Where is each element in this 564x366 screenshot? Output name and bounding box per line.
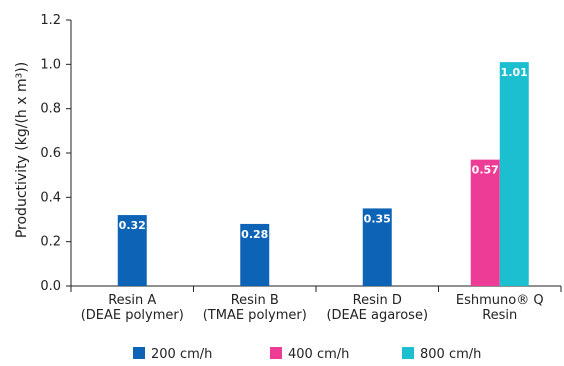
x-category-label: Resin A [108, 293, 156, 308]
legend-label: 400 cm/h [288, 347, 349, 362]
bar-value-label: 0.32 [119, 219, 146, 232]
x-axis-ticks: Resin A(DEAE polymer) Resin B(TMAE polyme… [70, 286, 562, 323]
legend-swatch [402, 347, 414, 359]
x-category-label: (DEAE agarose) [326, 308, 428, 323]
bar-value-label: 1.01 [501, 66, 528, 79]
bars [117, 62, 529, 286]
x-category-label: (TMAE polymer) [203, 308, 307, 323]
legend-swatch [270, 347, 282, 359]
y-tick-label: 0.0 [40, 279, 61, 294]
bar [499, 62, 529, 286]
y-tick-label: 0.8 [40, 102, 61, 117]
bar [470, 159, 500, 286]
y-tick-label: 1.2 [40, 13, 61, 28]
y-tick-label: 1.0 [40, 57, 61, 72]
y-tick-label: 0.4 [40, 190, 61, 205]
y-axis-ticks: 0.0 0.2 0.4 0.6 0.8 1.0 1.2 [40, 13, 71, 294]
legend-label: 800 cm/h [420, 347, 481, 362]
data-labels: 0.32 0.28 0.35 0.57 1.01 [119, 66, 528, 241]
x-category-label: Eshmuno® Q [456, 293, 544, 308]
y-axis-title: Productivity (kg/(h x m³)) [14, 62, 30, 238]
y-tick-label: 0.2 [40, 235, 61, 250]
bar [362, 208, 392, 286]
bar-value-label: 0.28 [241, 228, 268, 241]
x-category-label: Resin B [231, 293, 279, 308]
x-category-label: Resin [482, 308, 517, 323]
bar [240, 223, 270, 286]
bar [117, 215, 147, 286]
legend-label: 200 cm/h [151, 347, 212, 362]
bar-value-label: 0.57 [472, 164, 499, 177]
y-tick-label: 0.6 [40, 146, 61, 161]
x-category-label: (DEAE polymer) [81, 308, 184, 323]
legend: 200 cm/h 400 cm/h 800 cm/h [133, 347, 481, 362]
bar-value-label: 0.35 [364, 212, 391, 225]
x-category-label: Resin D [353, 293, 402, 308]
legend-swatch [133, 347, 145, 359]
